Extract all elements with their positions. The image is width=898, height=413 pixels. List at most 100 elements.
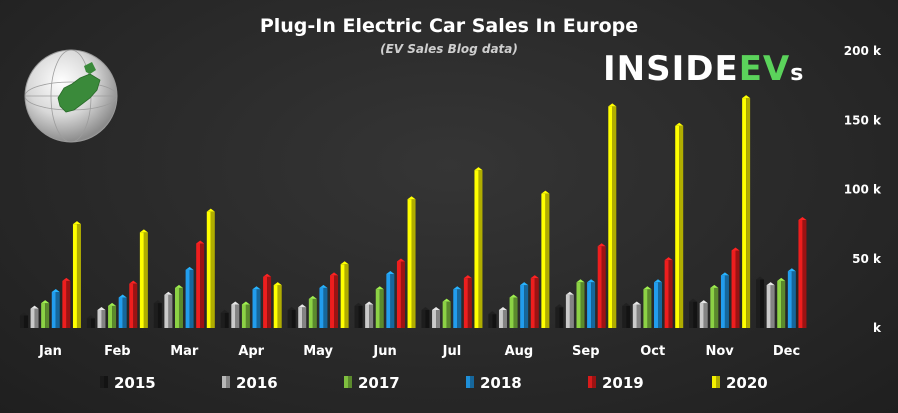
bar-face bbox=[474, 170, 479, 328]
bar-face bbox=[565, 294, 570, 328]
bar bbox=[108, 302, 117, 328]
x-tick-label: Aug bbox=[505, 344, 534, 359]
bar bbox=[340, 261, 349, 328]
bar bbox=[463, 275, 472, 328]
bar-side bbox=[122, 297, 127, 328]
x-tick-label: Jun bbox=[372, 344, 396, 359]
brand-logo: INSIDEEVs bbox=[603, 49, 803, 89]
bar-cap bbox=[287, 306, 296, 310]
bar bbox=[164, 291, 173, 328]
bar-cap bbox=[206, 208, 215, 212]
bar-side bbox=[502, 309, 507, 328]
bar bbox=[787, 268, 796, 328]
bar bbox=[530, 275, 539, 328]
bar-cap bbox=[565, 291, 574, 295]
bar bbox=[474, 167, 483, 328]
y-tick-label: k bbox=[873, 321, 882, 335]
y-tick-label: 150 k bbox=[844, 113, 882, 127]
x-tick-label: Feb bbox=[104, 344, 130, 359]
bar-face bbox=[97, 309, 102, 328]
bar-face bbox=[720, 275, 725, 328]
bar-side bbox=[425, 309, 430, 328]
bar-side bbox=[157, 303, 162, 328]
bar-cap bbox=[442, 298, 451, 302]
bar bbox=[86, 315, 95, 328]
bar-face bbox=[787, 271, 792, 328]
bar-face bbox=[520, 285, 525, 328]
bar-side bbox=[45, 303, 50, 328]
bar-face bbox=[62, 280, 67, 328]
bar-face bbox=[196, 243, 201, 328]
bar-cap bbox=[421, 306, 430, 310]
bar bbox=[622, 302, 631, 328]
legend-item: 2018 bbox=[466, 374, 522, 392]
bar bbox=[396, 258, 405, 328]
bar-side bbox=[34, 308, 39, 328]
bar-cap bbox=[756, 276, 765, 280]
bar-cap bbox=[298, 304, 307, 308]
bar bbox=[206, 208, 215, 328]
bar bbox=[273, 282, 282, 328]
bar-cap bbox=[263, 273, 272, 277]
bar-cap bbox=[654, 279, 663, 283]
bar-side bbox=[112, 305, 117, 328]
bar-cap bbox=[509, 294, 518, 298]
bars bbox=[19, 95, 807, 329]
bar bbox=[19, 312, 28, 328]
bar-side bbox=[569, 294, 574, 328]
bar-side bbox=[636, 304, 641, 328]
bar bbox=[731, 247, 740, 328]
bar-cap bbox=[720, 272, 729, 276]
bar bbox=[756, 276, 765, 328]
bar-side bbox=[224, 312, 229, 328]
bar-side bbox=[746, 98, 751, 328]
bar-side bbox=[55, 291, 60, 328]
bar bbox=[153, 300, 162, 328]
bar-cap bbox=[164, 291, 173, 295]
bar-cap bbox=[742, 95, 751, 99]
bar-side bbox=[267, 276, 272, 328]
bar-face bbox=[164, 294, 169, 328]
bar-face bbox=[622, 305, 627, 328]
bar-face bbox=[19, 315, 24, 328]
y-tick-label: 50 k bbox=[852, 252, 882, 266]
bar-side bbox=[679, 125, 684, 328]
bar-cap bbox=[108, 302, 117, 306]
bar-face bbox=[756, 279, 761, 328]
bar-side bbox=[658, 282, 663, 328]
bar-cap bbox=[129, 280, 138, 284]
bar-side bbox=[323, 287, 328, 328]
bar-side bbox=[791, 271, 796, 328]
bar-face bbox=[51, 291, 56, 328]
bar-face bbox=[597, 246, 602, 328]
bar-cap bbox=[174, 284, 183, 288]
bar-side bbox=[245, 304, 250, 328]
bar-face bbox=[587, 282, 592, 328]
bar-side bbox=[580, 282, 585, 328]
bar-cap bbox=[530, 275, 539, 279]
bar-face bbox=[608, 106, 613, 329]
legend-item: 2016 bbox=[222, 374, 278, 392]
bar bbox=[576, 279, 585, 328]
bar bbox=[220, 309, 229, 328]
bar-side bbox=[724, 275, 729, 328]
bar-face bbox=[509, 297, 514, 328]
chart-subtitle: (EV Sales Blog data) bbox=[380, 42, 518, 56]
bar-side bbox=[101, 309, 106, 328]
bar-cap bbox=[597, 243, 606, 247]
bar-side bbox=[612, 106, 617, 329]
bar-cap bbox=[72, 221, 81, 225]
bar bbox=[365, 301, 374, 328]
bar-side bbox=[133, 283, 138, 328]
bar-cap bbox=[153, 300, 162, 304]
bar-side bbox=[235, 304, 240, 328]
bar-face bbox=[365, 304, 370, 328]
bar-cap bbox=[19, 312, 28, 316]
bar bbox=[488, 311, 497, 328]
x-tick-label: Apr bbox=[238, 344, 264, 359]
x-tick-label: Sep bbox=[572, 344, 600, 359]
bar-cap bbox=[220, 309, 229, 313]
bar bbox=[118, 294, 127, 328]
bar-face bbox=[41, 303, 46, 328]
bar-cap bbox=[386, 270, 395, 274]
